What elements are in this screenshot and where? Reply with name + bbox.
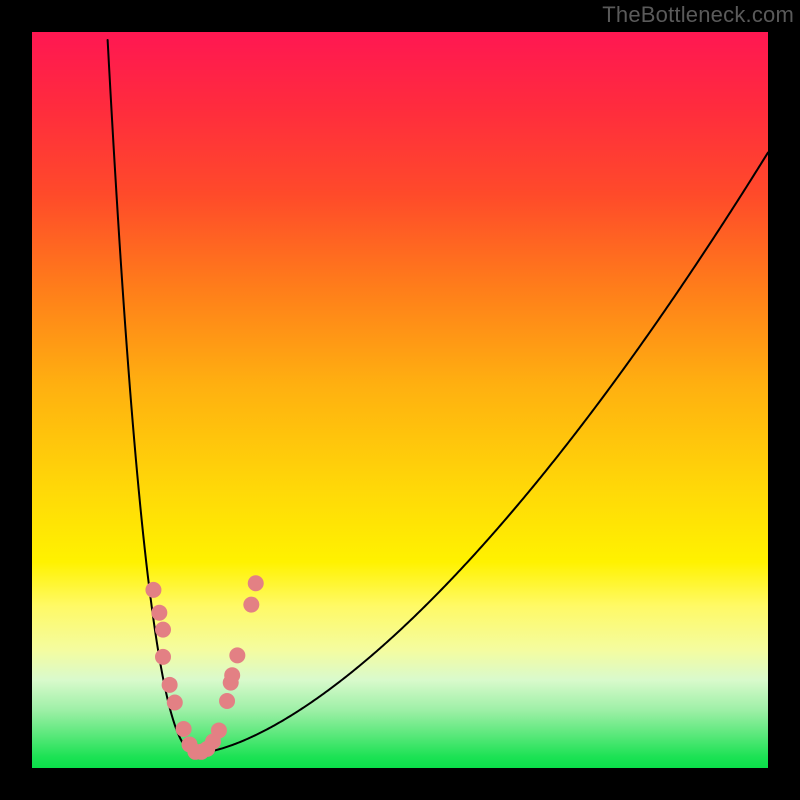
plot-area [32, 32, 768, 768]
data-marker [211, 722, 227, 738]
data-marker [219, 693, 235, 709]
data-marker [151, 605, 167, 621]
data-marker [248, 575, 264, 591]
watermark-text: TheBottleneck.com [602, 2, 794, 28]
data-marker [224, 667, 240, 683]
data-marker [167, 695, 183, 711]
data-marker [155, 622, 171, 638]
data-marker [229, 647, 245, 663]
data-marker [162, 677, 178, 693]
chart-frame: TheBottleneck.com [0, 0, 800, 800]
data-marker [145, 582, 161, 598]
chart-background [32, 32, 768, 768]
data-marker [155, 649, 171, 665]
chart-svg [32, 32, 768, 768]
data-marker [176, 721, 192, 737]
data-marker [243, 597, 259, 613]
